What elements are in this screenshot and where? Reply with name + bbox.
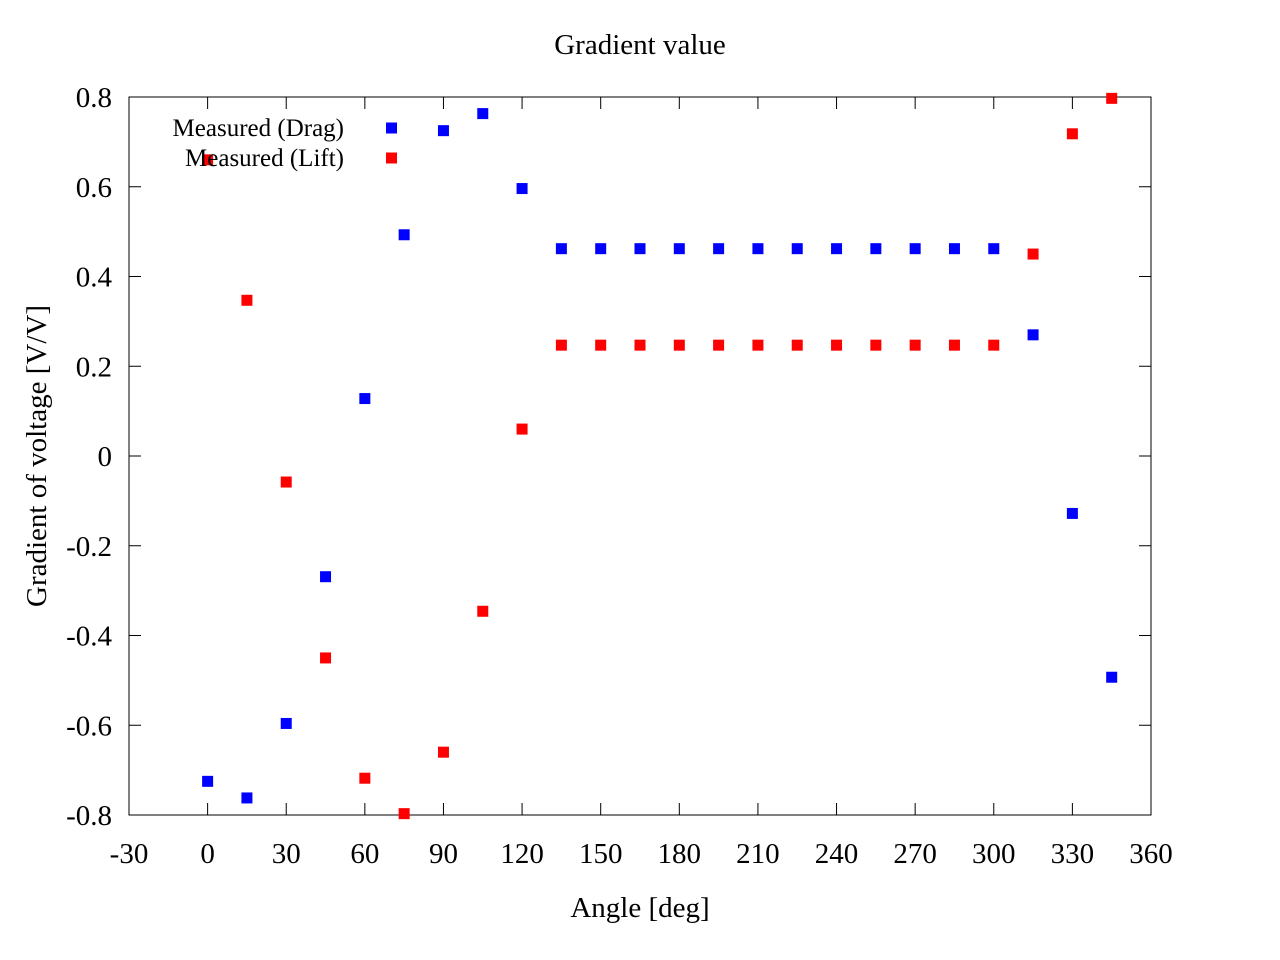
point-measured-lift: [437, 746, 449, 758]
y-tick-label: -0.8: [66, 800, 112, 832]
legend: Measured (Drag) Measured (Lift): [173, 115, 397, 172]
x-tick-label: 60: [350, 838, 379, 870]
x-tick-label: 90: [429, 838, 458, 870]
point-measured-lift: [673, 339, 685, 351]
x-tick-label: 30: [272, 838, 301, 870]
point-measured-lift: [752, 339, 764, 351]
point-measured-lift: [359, 772, 371, 784]
point-measured-drag: [634, 243, 646, 255]
point-measured-lift: [988, 339, 1000, 351]
point-measured-lift: [634, 339, 646, 351]
x-tick-label: 150: [579, 838, 623, 870]
point-measured-drag: [909, 243, 921, 255]
point-measured-drag: [241, 792, 253, 804]
point-measured-drag: [280, 717, 292, 729]
y-tick-label: 0.8: [76, 82, 112, 114]
legend-marker-measured-drag: [386, 122, 397, 134]
point-measured-drag: [359, 393, 371, 405]
point-measured-lift: [280, 476, 292, 488]
y-tick-label: -0.6: [66, 710, 112, 742]
point-measured-drag: [516, 183, 528, 195]
legend-label-measured-drag: Measured (Drag): [173, 115, 344, 142]
x-axis-label: Angle [deg]: [570, 892, 709, 924]
point-measured-drag: [752, 243, 764, 255]
x-tick-label: 300: [972, 838, 1016, 870]
point-measured-drag: [595, 243, 607, 255]
point-measured-lift: [870, 339, 882, 351]
point-measured-drag: [791, 243, 803, 255]
x-tick-label: 360: [1129, 838, 1173, 870]
plot-frame: [128, 96, 1152, 816]
point-measured-drag: [870, 243, 882, 255]
x-tick-label: 0: [200, 838, 215, 870]
y-tick-label: -0.2: [66, 531, 112, 563]
point-measured-lift: [831, 339, 843, 351]
y-tick-label: 0: [98, 441, 113, 473]
y-axis-label: Gradient of voltage [V/V]: [21, 305, 53, 607]
x-tick-label: 180: [658, 838, 702, 870]
point-measured-drag: [202, 775, 214, 787]
chart-title: Gradient value: [554, 29, 726, 61]
point-measured-lift: [1066, 128, 1078, 140]
y-tick-label: 0.4: [76, 262, 113, 294]
point-measured-lift: [595, 339, 607, 351]
x-axis: -30 0 30 60 90 120 150 180 210 240 270 300 330 360: [110, 97, 1173, 870]
point-measured-drag: [555, 243, 567, 255]
point-measured-lift: [948, 339, 960, 351]
point-measured-lift: [1106, 92, 1118, 104]
point-measured-lift: [320, 652, 332, 664]
legend-marker-measured-lift: [386, 152, 397, 164]
point-measured-drag: [988, 243, 1000, 255]
point-measured-lift: [202, 154, 214, 166]
point-measured-lift: [241, 294, 253, 306]
point-measured-drag: [437, 125, 449, 137]
y-axis: -0.8 -0.6 -0.4 -0.2 0 0.2 0.4 0.6 0.8: [66, 82, 1151, 832]
y-tick-label: 0.2: [76, 351, 112, 383]
point-measured-drag: [831, 243, 843, 255]
point-measured-lift: [713, 339, 725, 351]
x-tick-label: -30: [110, 838, 149, 870]
point-measured-drag: [673, 243, 685, 255]
point-measured-drag: [398, 229, 410, 241]
point-measured-drag: [477, 108, 489, 120]
point-measured-drag: [713, 243, 725, 255]
point-measured-drag: [320, 571, 332, 583]
point-measured-drag: [1066, 507, 1078, 519]
x-tick-label: 240: [815, 838, 859, 870]
y-tick-label: 0.6: [76, 172, 112, 204]
x-tick-label: 210: [736, 838, 780, 870]
point-measured-drag: [1027, 329, 1039, 341]
x-tick-label: 330: [1051, 838, 1095, 870]
y-tick-label: -0.4: [66, 621, 112, 653]
point-measured-lift: [477, 605, 489, 617]
point-measured-lift: [909, 339, 921, 351]
point-measured-lift: [398, 808, 410, 820]
point-measured-drag: [948, 243, 960, 255]
legend-label-measured-lift: Measured (Lift): [185, 145, 344, 172]
point-measured-lift: [791, 339, 803, 351]
point-measured-lift: [1027, 248, 1039, 260]
point-measured-lift: [555, 339, 567, 351]
x-tick-label: 270: [893, 838, 937, 870]
x-tick-label: 120: [500, 838, 544, 870]
data-points: [202, 92, 1118, 820]
point-measured-drag: [1106, 671, 1118, 683]
point-measured-lift: [516, 423, 528, 435]
